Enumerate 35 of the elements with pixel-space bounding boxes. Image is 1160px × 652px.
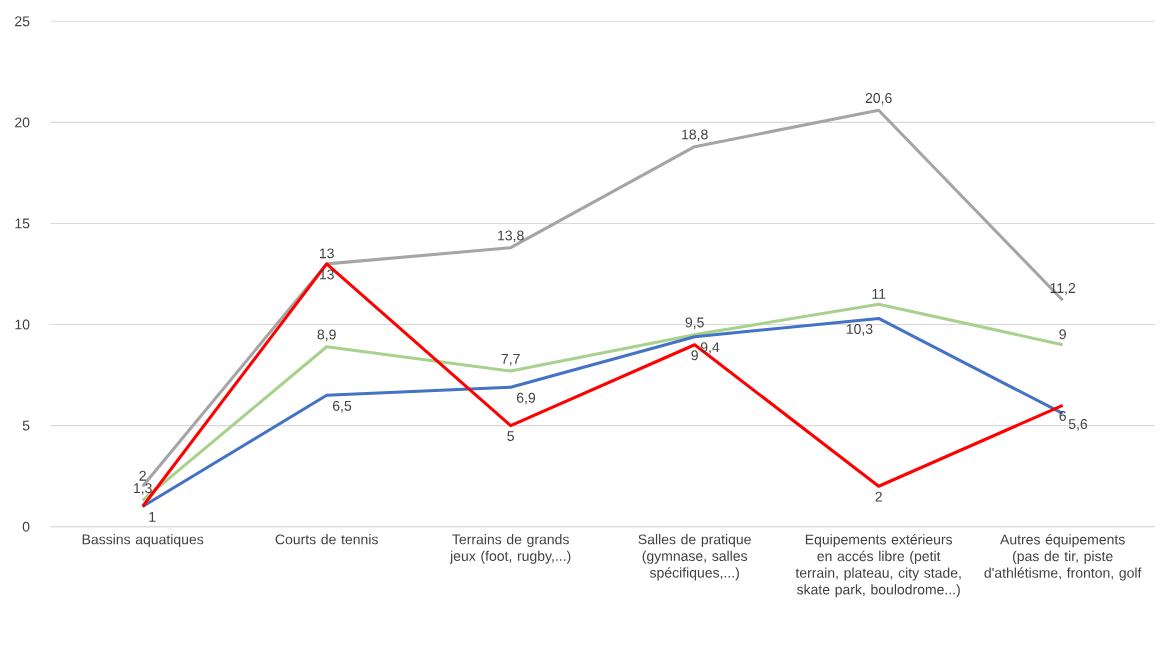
data-label: 9,5 bbox=[685, 317, 704, 330]
x-tick-label: Autres équipements (pas de tir, piste d'athlétisme, fronton, golf bbox=[984, 534, 1142, 581]
data-label: 13 bbox=[319, 269, 334, 280]
data-label: 1 bbox=[149, 512, 156, 522]
data-label: 1,3 bbox=[134, 483, 152, 495]
data-label: 13,8 bbox=[498, 230, 524, 243]
data-label: 6 bbox=[1059, 410, 1066, 421]
data-label: 18,8 bbox=[682, 129, 708, 142]
x-tick-label: Bassins aquatiques bbox=[82, 534, 204, 548]
data-label: 6,9 bbox=[516, 392, 536, 405]
data-label: 9,4 bbox=[700, 342, 720, 354]
data-label: 2 bbox=[875, 491, 882, 502]
y-tick-label: 25 bbox=[15, 16, 30, 27]
data-label: 2 bbox=[139, 470, 146, 481]
x-tick-label: Equipements extérieurs en accés libre (petit terrain, plateau, city stade, skate park, boulodrome...) bbox=[795, 534, 961, 598]
data-label: 5,6 bbox=[1068, 419, 1088, 431]
data-label: 6,5 bbox=[332, 400, 352, 413]
y-tick-label: 0 bbox=[22, 521, 30, 532]
data-label: 11 bbox=[872, 289, 886, 299]
data-label: 20,6 bbox=[865, 93, 892, 105]
data-label: 7,7 bbox=[501, 354, 520, 366]
data-label: 13 bbox=[319, 248, 334, 259]
x-tick-label: Courts de tennis bbox=[275, 534, 378, 545]
data-label: 10,3 bbox=[846, 324, 873, 336]
data-label: 9 bbox=[1059, 329, 1066, 340]
y-tick-label: 10 bbox=[15, 319, 30, 330]
x-tick-label: Terrains de grands jeux (foot, rugby,...) bbox=[449, 534, 571, 564]
data-label: 5 bbox=[507, 431, 514, 441]
y-tick-label: 20 bbox=[15, 117, 30, 128]
y-tick-label: 15 bbox=[15, 218, 30, 229]
y-tick-label: 5 bbox=[22, 420, 30, 431]
data-label: 11,2 bbox=[1050, 283, 1076, 295]
data-label: 9 bbox=[691, 350, 698, 361]
x-tick-label: Salles de pratique (gymnase, salles spécifiques,...) bbox=[638, 534, 751, 581]
data-label: 8,9 bbox=[317, 329, 336, 342]
